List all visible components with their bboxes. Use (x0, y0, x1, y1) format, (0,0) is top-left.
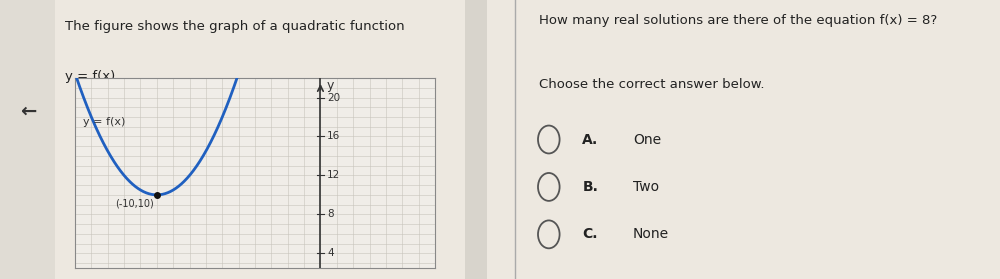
Bar (465, 0, 487, 279)
Text: B.: B. (582, 180, 598, 194)
Text: y = f(x).: y = f(x). (65, 70, 119, 83)
Text: Two: Two (633, 180, 659, 194)
Text: 8: 8 (327, 209, 334, 219)
Text: (-10,10): (-10,10) (115, 199, 154, 209)
Text: 4: 4 (327, 248, 334, 258)
Bar (0, 0, 55, 279)
Text: ←: ← (20, 102, 36, 121)
Text: Choose the correct answer below.: Choose the correct answer below. (539, 78, 765, 91)
Text: C.: C. (582, 227, 598, 241)
Text: One: One (633, 133, 661, 146)
Text: 16: 16 (327, 131, 340, 141)
Text: 20: 20 (327, 93, 340, 103)
Text: How many real solutions are there of the equation f(x) = 8?: How many real solutions are there of the… (539, 14, 937, 27)
Text: y: y (327, 79, 334, 92)
Text: y = f(x): y = f(x) (83, 117, 126, 127)
Text: A.: A. (582, 133, 599, 146)
Text: 12: 12 (327, 170, 340, 181)
Text: The figure shows the graph of a quadratic function: The figure shows the graph of a quadrati… (65, 20, 405, 33)
Text: None: None (633, 227, 669, 241)
